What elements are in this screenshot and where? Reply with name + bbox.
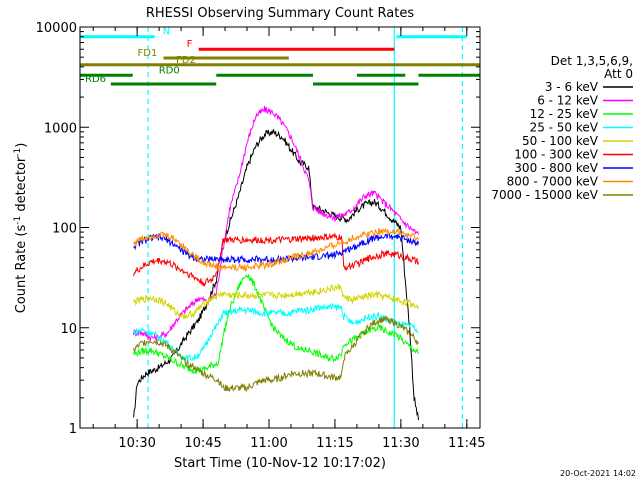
y-tick-label-3: 1000 xyxy=(44,121,77,136)
series-line-2 xyxy=(133,274,419,375)
legend-entry-label-0: 3 - 6 keV xyxy=(545,80,599,94)
x-tick-label-2: 11:00 xyxy=(250,436,287,451)
footer-timestamp: 20-Oct-2021 14:02 xyxy=(560,469,636,478)
plot-area xyxy=(79,27,464,428)
y-axis-label-part-2: detector xyxy=(14,156,29,216)
legend-entry-label-2: 12 - 25 keV xyxy=(530,107,599,121)
x-tick-label-0: 10:30 xyxy=(118,436,155,451)
x-tick-label-5: 11:45 xyxy=(448,436,485,451)
y-axis-label-sup-2: -1 xyxy=(13,148,23,157)
x-axis-label: Start Time (10-Nov-12 10:17:02) xyxy=(174,456,386,471)
series-line-5 xyxy=(133,232,419,287)
y-tick-label-1: 10 xyxy=(60,322,77,337)
legend-header-line-1: Det 1,3,5,6,9, xyxy=(551,54,633,68)
x-tick-label-1: 10:45 xyxy=(184,436,221,451)
series-line-8 xyxy=(133,315,419,393)
legend-entry-label-5: 100 - 300 keV xyxy=(514,148,598,162)
y-tick-label-2: 100 xyxy=(52,222,77,237)
y-tick-label-0: 1 xyxy=(69,422,77,437)
y-axis-label-part-3: ) xyxy=(14,143,29,148)
flag-label-rd6: RD6 xyxy=(85,74,106,85)
flag-label-n: N xyxy=(163,27,170,38)
y-tick-label-4: 10000 xyxy=(36,21,77,36)
y-axis-label-part-1: Count Rate (s xyxy=(14,225,29,314)
legend-entry-label-1: 6 - 12 keV xyxy=(537,94,599,108)
legend-header-line-2: Att 0 xyxy=(604,67,633,81)
legend-entry-label-4: 50 - 100 keV xyxy=(522,134,599,148)
chart-title: RHESSI Observing Summary Count Rates xyxy=(146,6,415,21)
axes: 1 10 100 1000 10000 10:30 10:45 11:00 11:15 11:30… xyxy=(36,21,486,451)
x-tick-label-3: 11:15 xyxy=(316,436,353,451)
y-axis-label: Count Rate (s-1 detector-1) xyxy=(13,143,29,314)
x-tick-label-4: 11:30 xyxy=(382,436,419,451)
series-line-4 xyxy=(133,283,419,320)
legend-entry-label-8: 7000 - 15000 keV xyxy=(491,188,598,202)
legend-entry-label-3: 25 - 50 keV xyxy=(530,121,599,135)
flag-label-f: F xyxy=(187,39,193,50)
flag-label-rd0: RD0 xyxy=(159,65,180,76)
legend-entry-label-6: 300 - 800 keV xyxy=(514,161,598,175)
flag-label-fd2: FD2 xyxy=(176,55,196,66)
plot-frame xyxy=(79,26,481,429)
flag-label-fd1: FD1 xyxy=(138,48,158,59)
series-line-7 xyxy=(133,227,419,272)
series-line-1 xyxy=(133,106,419,342)
y-axis-label-sup-1: -1 xyxy=(13,216,23,225)
legend-entry-label-7: 800 - 7000 keV xyxy=(507,175,599,189)
series-line-0 xyxy=(133,129,419,421)
series-line-3 xyxy=(133,301,419,364)
